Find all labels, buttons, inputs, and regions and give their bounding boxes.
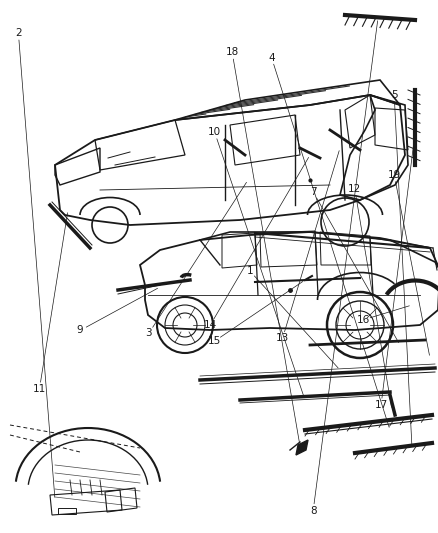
Text: 4: 4 [268,53,275,62]
Text: 17: 17 [374,400,388,410]
Text: 11: 11 [33,384,46,394]
Text: 8: 8 [310,506,317,515]
Text: 16: 16 [357,315,370,325]
Text: 13: 13 [276,334,289,343]
Polygon shape [296,440,308,455]
Text: 9: 9 [77,326,84,335]
Text: 12: 12 [348,184,361,194]
Text: 18: 18 [226,47,239,57]
Text: 15: 15 [208,336,221,346]
Text: 14: 14 [204,320,217,330]
Text: 7: 7 [310,187,317,197]
Text: 1: 1 [246,266,253,276]
Text: 3: 3 [145,328,152,338]
Text: 2: 2 [15,28,22,38]
Text: 10: 10 [208,127,221,137]
Bar [58,508,76,514]
Text: 19: 19 [388,170,401,180]
Text: 5: 5 [391,90,398,100]
